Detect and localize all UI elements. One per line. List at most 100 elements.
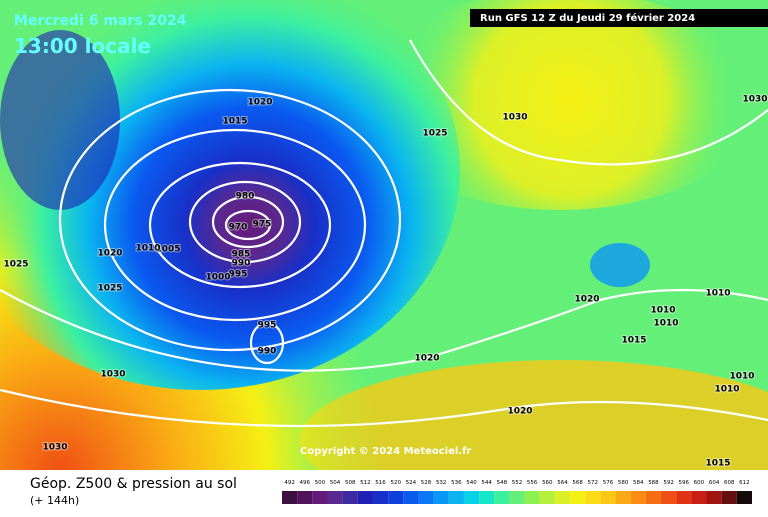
isobar-label: 1020 [414, 354, 439, 364]
scale-swatch [509, 491, 525, 504]
isobar-label: 1010 [714, 385, 739, 395]
forecast-date: Mercredi 6 mars 2024 [14, 13, 187, 29]
isobar-label: 1025 [97, 284, 122, 294]
scale-swatch [463, 491, 480, 504]
scale-swatch [403, 491, 419, 504]
isobar-label: 1015 [222, 117, 247, 127]
scale-label: 568 [572, 480, 583, 486]
scale-label: 528 [421, 480, 432, 486]
scale-swatch [539, 491, 555, 504]
scale-label: 588 [648, 480, 659, 486]
isobar-label: 1010 [653, 319, 678, 329]
scale-swatch [736, 491, 752, 504]
isobar-label: 995 [229, 270, 248, 280]
scale-swatch [388, 491, 404, 504]
scale-swatch [342, 491, 358, 504]
scale-label: 540 [466, 480, 477, 486]
isobar-label: 995 [258, 321, 277, 331]
scale-label: 612 [739, 480, 750, 486]
scale-label: 532 [436, 480, 447, 486]
scale-swatch [585, 491, 601, 504]
isobar-label: 1025 [3, 260, 28, 270]
scale-label: 572 [588, 480, 599, 486]
scale-swatch [327, 491, 343, 504]
scale-swatch [433, 491, 449, 504]
scale-swatch [570, 491, 586, 504]
forecast-time: 13:00 locale [14, 34, 151, 58]
scale-swatch [554, 491, 571, 504]
isobar-label: 1030 [502, 113, 527, 123]
isobars [0, 39, 768, 428]
scale-label: 520 [390, 480, 401, 486]
footer-title: Géop. Z500 & pression au sol [30, 476, 237, 492]
scale-label: 512 [360, 480, 371, 486]
scale-swatch [661, 491, 677, 504]
footer-lead: (+ 144h) [30, 494, 79, 507]
scale-swatch [676, 491, 692, 504]
run-info: Run GFS 12 Z du Jeudi 29 février 2024 [480, 12, 695, 24]
scale-swatch [448, 491, 464, 504]
scale-label: 492 [284, 480, 295, 486]
isobar-label: 985 [232, 250, 251, 260]
scale-swatch [312, 491, 328, 504]
isobar-label: 1025 [422, 129, 447, 139]
isobar-label: 980 [236, 192, 255, 202]
scale-label: 592 [663, 480, 674, 486]
scale-label: 500 [315, 480, 326, 486]
isobar-label: 970 [229, 223, 248, 233]
scale-label: 560 [542, 480, 553, 486]
scale-swatch [479, 491, 495, 504]
isobar-label: 1020 [574, 295, 599, 305]
isobar-label: 975 [253, 220, 272, 230]
scale-label: 564 [557, 480, 568, 486]
isobar-label: 1020 [507, 407, 532, 417]
scale-label: 596 [679, 480, 690, 486]
scale-swatch [600, 491, 616, 504]
scale-swatch [721, 491, 737, 504]
scale-label: 504 [330, 480, 341, 486]
scale-label: 544 [481, 480, 492, 486]
isobar-label: 1020 [97, 249, 122, 259]
isobar-label: 1020 [247, 98, 272, 108]
isobar-label: 1030 [742, 95, 767, 105]
isobar-label: 1030 [42, 443, 67, 453]
scale-swatch [418, 491, 434, 504]
isobar-label: 1005 [155, 245, 180, 255]
scale-label: 496 [299, 480, 310, 486]
scale-swatch [297, 491, 313, 504]
scale-swatch [357, 491, 373, 504]
scale-swatch [282, 491, 298, 504]
scale-label: 508 [345, 480, 356, 486]
run-banner [470, 9, 768, 27]
isobar-label: 1010 [705, 289, 730, 299]
scale-label: 600 [694, 480, 705, 486]
scale-label: 608 [724, 480, 735, 486]
isobar-label: 1015 [705, 459, 730, 469]
isobar-label: 1010 [729, 372, 754, 382]
scale-label: 524 [406, 480, 417, 486]
scale-swatch [630, 491, 646, 504]
scale-label: 552 [512, 480, 523, 486]
isobar-label: 1000 [205, 273, 230, 283]
scale-swatch [706, 491, 722, 504]
scale-swatch [524, 491, 540, 504]
copyright: Copyright © 2024 Meteociel.fr [300, 446, 471, 457]
isobar-label: 1010 [650, 306, 675, 316]
scale-label: 604 [709, 480, 720, 486]
isobar-label: 990 [258, 347, 277, 357]
scale-label: 516 [375, 480, 386, 486]
scale-label: 580 [618, 480, 629, 486]
isobar-label: 990 [232, 259, 251, 269]
scale-label: 536 [451, 480, 462, 486]
isobar-label: 1015 [621, 336, 646, 346]
scale-label: 584 [633, 480, 644, 486]
scale-swatch [691, 491, 707, 504]
scale-label: 556 [527, 480, 538, 486]
scale-swatch [645, 491, 662, 504]
isobar-label: 1030 [100, 370, 125, 380]
scale-label: 576 [603, 480, 614, 486]
scale-swatch [615, 491, 631, 504]
